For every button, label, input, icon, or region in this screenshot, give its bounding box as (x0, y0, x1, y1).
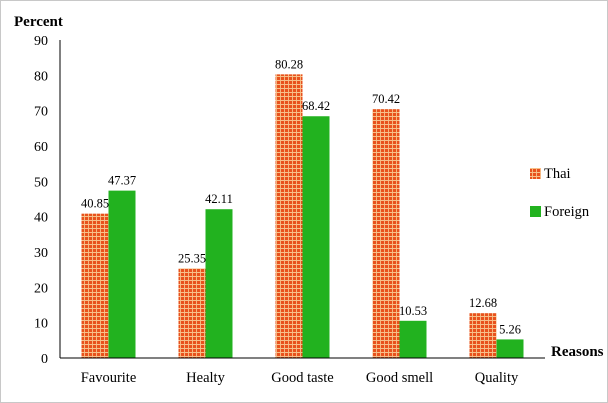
x-axis-title: Reasons (551, 344, 604, 360)
y-tick-label: 40 (34, 211, 48, 226)
category-label: Good taste (271, 370, 333, 386)
bar-thai-good-smell (372, 109, 400, 358)
category-label: Quality (475, 370, 519, 386)
category-label: Good smell (366, 370, 433, 386)
y-tick-label: 60 (34, 140, 48, 155)
y-tick-label: 0 (41, 352, 48, 367)
bar-foreign-healty (205, 209, 233, 358)
data-label: 10.53 (399, 304, 427, 318)
y-tick-label: 20 (34, 281, 48, 296)
y-tick-label: 50 (34, 175, 48, 190)
bar-foreign-good-smell (399, 320, 427, 358)
data-label: 5.26 (499, 322, 521, 336)
bar-thai-quality (469, 313, 497, 358)
data-label: 40.85 (81, 197, 109, 211)
legend-swatch-thai (530, 168, 541, 179)
y-axis-title: Percent (14, 14, 63, 30)
y-tick-label: 70 (34, 105, 48, 120)
bar-foreign-good-taste (302, 116, 330, 359)
legend-label-thai: Thai (544, 166, 571, 182)
y-tick-label: 30 (34, 246, 48, 261)
bar-thai-good-taste (275, 74, 303, 359)
category-label: Healty (186, 370, 225, 386)
bar-foreign-quality (496, 339, 524, 358)
data-label: 70.42 (372, 92, 400, 106)
legend-swatch-foreign (530, 206, 541, 217)
data-label: 68.42 (302, 99, 330, 113)
y-tick-label: 10 (34, 317, 48, 332)
data-label: 80.28 (275, 57, 303, 71)
data-label: 12.68 (469, 296, 497, 310)
y-tick-label: 80 (34, 69, 48, 84)
legend: Thai Foreign (530, 166, 590, 220)
data-labels: 40.85 47.37 25.35 42.11 80.28 68.42 70.42 10.53… (81, 57, 521, 336)
y-tick-label: 90 (34, 34, 48, 49)
bar-thai-favourite (81, 213, 109, 358)
bar-thai-healty (178, 268, 206, 358)
y-axis-ticks: 0 10 20 30 40 50 60 70 80 90 (34, 34, 61, 367)
bars (81, 74, 524, 359)
data-label: 25.35 (178, 251, 206, 265)
category-labels: Favourite Healty Good taste Good smell Quali… (81, 370, 519, 386)
bar-foreign-favourite (108, 190, 136, 358)
legend-label-foreign: Foreign (544, 204, 590, 220)
category-label: Favourite (81, 370, 137, 386)
data-label: 47.37 (108, 174, 136, 188)
data-label: 42.11 (205, 192, 233, 206)
